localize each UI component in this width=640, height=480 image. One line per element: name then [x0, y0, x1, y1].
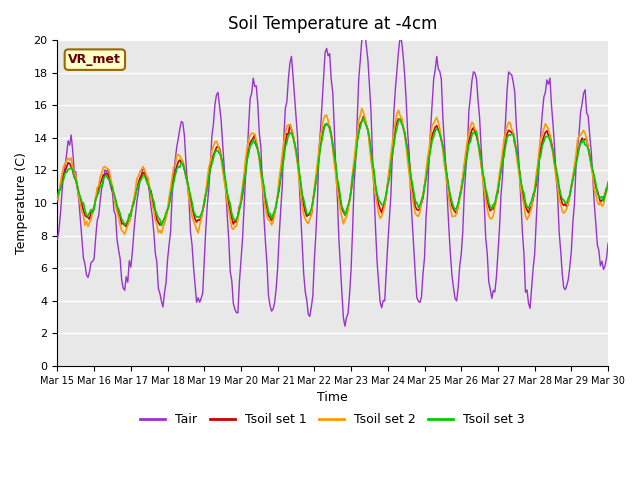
Legend: Tair, Tsoil set 1, Tsoil set 2, Tsoil set 3: Tair, Tsoil set 1, Tsoil set 2, Tsoil se… [135, 408, 530, 432]
Title: Soil Temperature at -4cm: Soil Temperature at -4cm [228, 15, 437, 33]
Y-axis label: Temperature (C): Temperature (C) [15, 152, 28, 254]
Text: VR_met: VR_met [68, 53, 122, 66]
X-axis label: Time: Time [317, 391, 348, 404]
